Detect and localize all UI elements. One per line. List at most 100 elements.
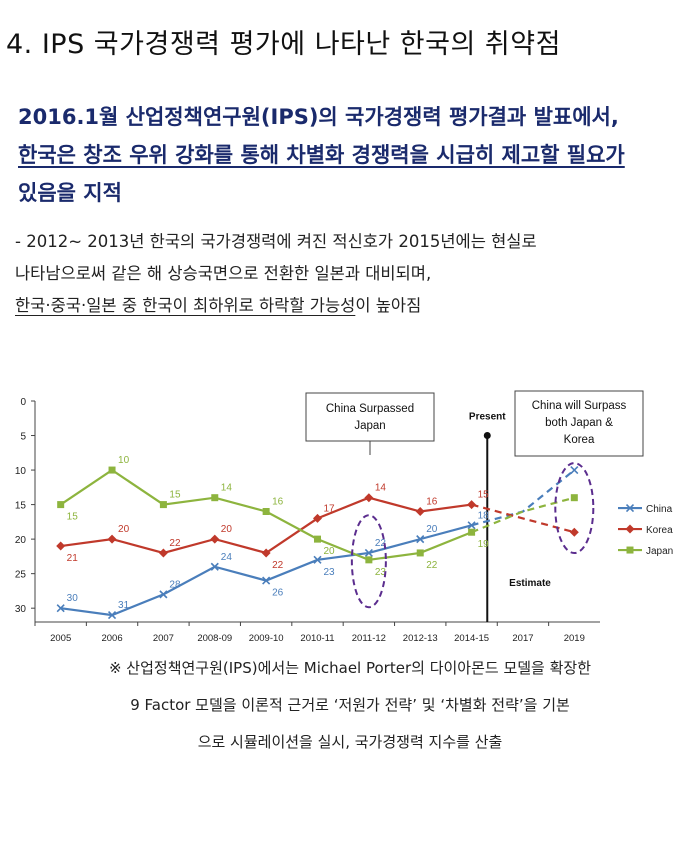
data-label-japan: 14 bbox=[221, 483, 233, 494]
headline-line-1: 2016.1월 산업정책연구원(IPS)의 국가경쟁력 평가결과 발표에서, bbox=[18, 105, 619, 129]
legend-marker-china bbox=[625, 503, 635, 513]
legend-marker-korea bbox=[625, 524, 635, 534]
callout-text-surpassed: Japan bbox=[354, 420, 385, 432]
bullet-text: - 2012~ 2013년 한국의 국가경쟁력에 켜진 적신호가 2015년에는… bbox=[15, 226, 685, 322]
headline: 2016.1월 산업정책연구원(IPS)의 국가경쟁력 평가결과 발표에서, 한… bbox=[18, 98, 688, 212]
chart-svg: 0 5 10 15 20 25 30 2005 2006 2007 2008-09 2009-10 20… bbox=[15, 390, 673, 644]
data-label-korea: 21 bbox=[67, 553, 79, 564]
point-china bbox=[467, 521, 476, 530]
data-label-korea: 17 bbox=[324, 503, 336, 514]
estimate-point-japan bbox=[570, 494, 578, 502]
callout-text-surpassed: China Surpassed bbox=[326, 403, 414, 415]
point-korea bbox=[158, 548, 168, 558]
point-china bbox=[210, 562, 219, 571]
y-tick-label: 0 bbox=[20, 397, 26, 408]
estimate-point-china bbox=[570, 465, 579, 475]
data-label-japan: 23 bbox=[375, 567, 387, 578]
point-korea bbox=[56, 541, 66, 551]
y-tick-label: 20 bbox=[15, 535, 27, 546]
x-tick-label: 2017 bbox=[512, 633, 533, 644]
x-tick-label: 2009-10 bbox=[249, 633, 284, 644]
y-tick-label: 30 bbox=[15, 604, 27, 615]
point-japan bbox=[211, 494, 219, 502]
data-label-china: 26 bbox=[272, 588, 284, 599]
bullet-underlined: 한국·중국·일본 중 한국이 최하위로 하락할 가능성 bbox=[15, 296, 356, 315]
x-tick-label: 2019 bbox=[564, 633, 585, 644]
point-japan bbox=[159, 501, 167, 509]
callout-text-will-surpass: both Japan & bbox=[545, 417, 613, 429]
data-label-china: 22 bbox=[375, 538, 387, 549]
data-label-japan: 15 bbox=[67, 512, 79, 523]
point-korea bbox=[107, 534, 117, 544]
callout-box-will-surpass bbox=[514, 390, 644, 457]
note-line-3: 으로 시뮬레이션을 실시, 국가경쟁력 지수를 산출 bbox=[197, 733, 503, 751]
point-china bbox=[262, 576, 271, 585]
point-japan bbox=[365, 556, 373, 564]
estimate-line-china bbox=[471, 469, 576, 527]
point-china bbox=[56, 604, 65, 613]
x-tick-label: 2011-12 bbox=[352, 633, 386, 644]
data-label-china: 18 bbox=[478, 510, 490, 521]
legend-label-japan: Japan bbox=[646, 546, 673, 557]
headline-line-3: 있음을 지적 bbox=[18, 181, 122, 205]
bullet-rest: 이 높아짐 bbox=[355, 296, 422, 315]
bullet-line-2: 나타남으로써 같은 해 상승국면으로 전환한 일본과 대비되며, bbox=[15, 264, 432, 283]
x-tick-label: 2007 bbox=[153, 633, 174, 644]
point-japan bbox=[262, 508, 270, 515]
data-label-korea: 22 bbox=[272, 560, 284, 571]
point-china bbox=[364, 548, 373, 558]
x-tick-label: 2006 bbox=[101, 633, 122, 644]
y-tick-label: 10 bbox=[15, 466, 27, 477]
y-tick-label: 15 bbox=[15, 501, 27, 512]
point-korea bbox=[261, 548, 271, 558]
data-label-japan: 10 bbox=[118, 455, 130, 466]
y-tick-label: 5 bbox=[20, 432, 26, 443]
bullet-line-1: - 2012~ 2013년 한국의 국가경쟁력에 켜진 적신호가 2015년에는… bbox=[15, 232, 537, 251]
point-japan bbox=[108, 466, 116, 474]
x-tick-label: 2005 bbox=[50, 633, 71, 644]
note-line-2: 9 Factor 모델을 이론적 근거로 ‘저원가 전략’ 및 ‘차별화 전략’… bbox=[130, 696, 570, 714]
data-label-china: 24 bbox=[221, 552, 233, 563]
x-tick-label: 2008-09 bbox=[197, 633, 232, 644]
estimate-point-korea bbox=[569, 527, 579, 537]
point-korea bbox=[415, 507, 425, 516]
note-line-1: ※ 산업정책연구원(IPS)에서는 Michael Porter의 다이아몬드 … bbox=[108, 659, 592, 677]
data-label-japan: 20 bbox=[324, 546, 336, 557]
present-marker bbox=[483, 432, 491, 440]
point-japan bbox=[416, 549, 424, 557]
point-china bbox=[159, 590, 168, 599]
data-label-korea: 20 bbox=[118, 524, 130, 535]
data-label-korea: 16 bbox=[426, 497, 438, 508]
point-korea bbox=[313, 513, 322, 523]
data-label-china: 20 bbox=[426, 524, 438, 535]
headline-line-2: 한국은 창조 우위 강화를 통해 차별화 경쟁력을 시급히 제고할 필요가 bbox=[18, 143, 625, 167]
present-label: Present bbox=[469, 412, 506, 423]
legend-label-korea: Korea bbox=[646, 525, 673, 536]
point-japan bbox=[314, 535, 321, 543]
bullet-line-3: 한국·중국·일본 중 한국이 최하위로 하락할 가능성이 높아짐 bbox=[15, 290, 685, 322]
data-label-korea: 20 bbox=[221, 524, 233, 535]
data-label-japan: 16 bbox=[272, 497, 284, 508]
point-china bbox=[416, 535, 425, 544]
data-label-korea: 22 bbox=[169, 538, 181, 549]
ranking-chart: 0 5 10 15 20 25 30 2005 2006 2007 2008-09 2009-10 20… bbox=[0, 385, 700, 655]
x-tick-label: 2010-11 bbox=[300, 633, 334, 644]
data-label-china: 30 bbox=[67, 593, 79, 604]
y-tick-label: 25 bbox=[15, 570, 27, 581]
callout-text-will-surpass: Korea bbox=[564, 434, 595, 446]
data-label-japan: 15 bbox=[169, 490, 181, 501]
legend-label-china: China bbox=[646, 504, 673, 515]
point-korea bbox=[364, 493, 374, 503]
x-tick-label: 2012-13 bbox=[403, 633, 438, 644]
legend-marker-japan bbox=[626, 546, 634, 554]
section-title: 4. IPS 국가경쟁력 평가에 나타난 한국의 취약점 bbox=[6, 29, 561, 60]
point-china bbox=[107, 611, 117, 620]
data-label-japan: 22 bbox=[426, 560, 438, 571]
data-label-japan: 19 bbox=[478, 539, 490, 550]
point-china bbox=[313, 555, 322, 564]
estimate-line-japan bbox=[471, 496, 575, 534]
data-label-china: 31 bbox=[118, 600, 130, 611]
data-label-korea: 15 bbox=[478, 490, 490, 501]
estimate-label: Estimate bbox=[509, 578, 551, 589]
callout-text-will-surpass: China will Surpass bbox=[532, 400, 627, 412]
